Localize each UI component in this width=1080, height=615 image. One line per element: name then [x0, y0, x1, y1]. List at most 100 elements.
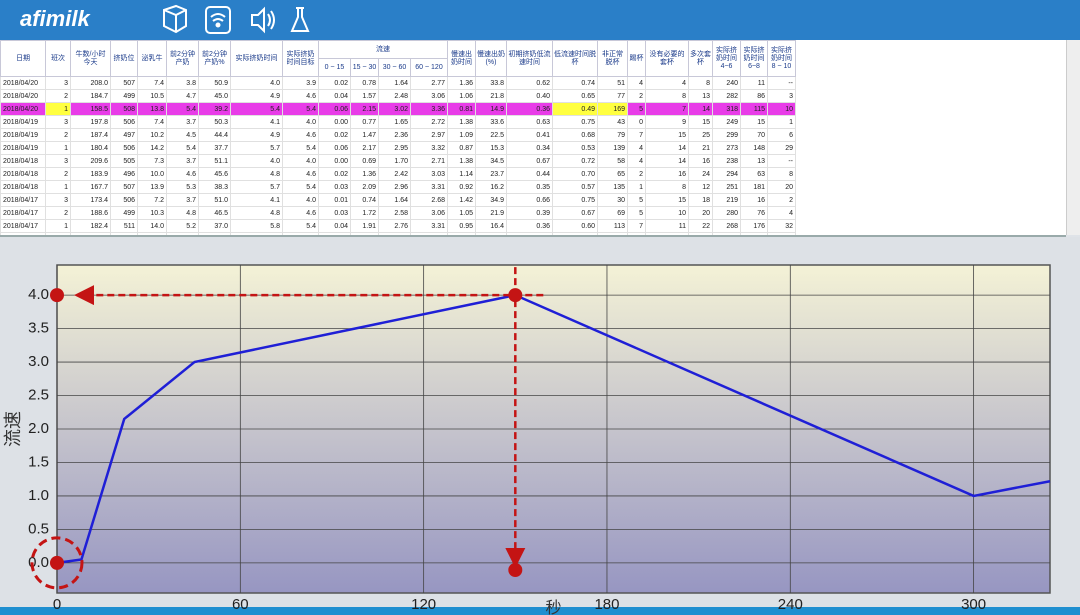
y-tick-label: 2.0	[28, 420, 49, 437]
table-cell: 14	[688, 102, 713, 116]
table-cell: 115	[740, 102, 768, 116]
table-cell: 169	[597, 102, 628, 116]
table-cell: 282	[712, 89, 741, 103]
table-cell: 0.68	[552, 128, 598, 142]
table-cell: 0.95	[447, 219, 476, 233]
table-cell: 6	[767, 128, 796, 142]
table-cell: 5.7	[230, 180, 283, 194]
table-cell: 4	[627, 154, 646, 168]
table-cell: 3.7	[166, 154, 199, 168]
table-cell: 2.15	[350, 102, 379, 116]
table-cell: 14	[645, 141, 689, 155]
icon-wifi[interactable]	[205, 6, 231, 34]
toolbar-icons	[163, 4, 310, 34]
table-cell: 4.0	[230, 76, 283, 90]
table-cell: 1.72	[350, 206, 379, 220]
table-cell: 0.70	[552, 167, 598, 181]
table-cell: 268	[712, 219, 741, 233]
table-cell: 3.36	[410, 102, 448, 116]
table-cell: 7.2	[137, 193, 167, 207]
x-tick-label: 60	[232, 596, 249, 613]
table-cell: 45.0	[198, 89, 231, 103]
table-cell: 4.0	[230, 154, 283, 168]
table-cell: 181	[740, 180, 768, 194]
icon-speaker[interactable]	[251, 6, 275, 34]
table-cell: 240	[712, 76, 741, 90]
table-cell: 1.65	[378, 115, 411, 129]
table-cell: 11	[645, 219, 689, 233]
table-cell: 5.4	[166, 102, 199, 116]
table-cell: 280	[712, 206, 741, 220]
table-cell: 2.58	[378, 206, 411, 220]
table-cell: 13	[740, 154, 768, 168]
table-cell: 0.62	[506, 76, 553, 90]
table-cell: 0.36	[506, 102, 553, 116]
table-row: 2018/04/18 3 209.6 505 7.3 3.7 51.1 4.0 4.0 0.00 0…	[0, 154, 796, 168]
table-cell: 0.36	[506, 219, 553, 233]
table-cell: 7.3	[137, 154, 167, 168]
table-cell: 2	[627, 89, 646, 103]
table-cell: 187.4	[70, 128, 111, 142]
x-tick-label: 0	[53, 596, 61, 613]
table-cell: 0.35	[506, 180, 553, 194]
table-cell: 3	[45, 193, 71, 207]
table-cell: 2	[45, 89, 71, 103]
table-cell: 4.9	[230, 89, 283, 103]
table-cell: 2.17	[350, 141, 379, 155]
table-cell: 2	[627, 167, 646, 181]
table-cell: 5.4	[282, 180, 319, 194]
table-row: 2018/04/19 3 197.8 506 7.4 3.7 50.3 4.1 4.0 0.00 0…	[0, 115, 796, 129]
table-cell: 1.09	[447, 128, 476, 142]
table-cell: 20	[767, 180, 796, 194]
table-cell: 13.8	[137, 102, 167, 116]
column-header: 前2分钟产奶%	[198, 40, 231, 77]
table-cell: 5	[627, 206, 646, 220]
table-cell: 0.00	[318, 115, 351, 129]
table-cell: 24	[688, 167, 713, 181]
table-cell: 2018/04/20	[0, 102, 46, 116]
table-row: 2018/04/19 1 180.4 506 14.2 5.4 37.7 5.7 5.4 0.06…	[0, 141, 796, 155]
table-cell: 4	[627, 141, 646, 155]
table-cell: 209.6	[70, 154, 111, 168]
table-cell: 180.4	[70, 141, 111, 155]
table-cell: 3	[45, 154, 71, 168]
table-cell: 16	[645, 167, 689, 181]
table-cell: 0.72	[552, 154, 598, 168]
table-cell: 4.6	[166, 167, 199, 181]
table-row: 2018/04/17 1 182.4 511 14.0 5.2 37.0 5.8 5.4 0.04…	[0, 219, 796, 233]
scrollbar[interactable]	[1066, 40, 1080, 235]
table-cell: 0.74	[552, 76, 598, 90]
table-cell: 2	[767, 193, 796, 207]
table-cell: 37.0	[198, 219, 231, 233]
table-cell: 0.74	[350, 193, 379, 207]
table-cell: 9	[645, 115, 689, 129]
table-cell: 2	[45, 128, 71, 142]
table-cell: 2.68	[410, 193, 448, 207]
annotation-circle	[30, 536, 84, 590]
table-cell: 10.0	[137, 167, 167, 181]
icon-flask[interactable]	[290, 7, 310, 32]
table-cell: 4.6	[282, 206, 319, 220]
column-header: 踢杯	[627, 40, 646, 77]
table-cell: 3.32	[410, 141, 448, 155]
column-header: 前2分钟产奶	[166, 40, 199, 77]
table-cell: 39.2	[198, 102, 231, 116]
table-cell: 32	[767, 219, 796, 233]
table-cell: 1.64	[378, 76, 411, 90]
header-row: 日期 班次 牛数/小时 今天 挤奶位 泌乳牛 前2分钟产奶 前2分钟产奶% 实际挤奶时间 实际挤…	[0, 40, 796, 77]
table-cell: 238	[712, 154, 741, 168]
table-cell: 2018/04/19	[0, 141, 46, 155]
table-row: 2018/04/18 1 167.7 507 13.9 5.3 38.3 5.7 5.4 0.03…	[0, 180, 796, 194]
icon-cube[interactable]	[163, 4, 187, 34]
x-tick-label: 180	[594, 596, 619, 613]
table-cell: 0.39	[506, 206, 553, 220]
table-cell: 4.8	[230, 167, 283, 181]
table-cell: 135	[597, 180, 628, 194]
table-cell: 10	[645, 206, 689, 220]
table-cell: 0.75	[552, 115, 598, 129]
table-cell: 5.3	[166, 180, 199, 194]
table-cell: 63	[740, 167, 768, 181]
table-cell: 5	[627, 102, 646, 116]
table-cell: 0.63	[506, 115, 553, 129]
table-cell: 1	[45, 180, 71, 194]
